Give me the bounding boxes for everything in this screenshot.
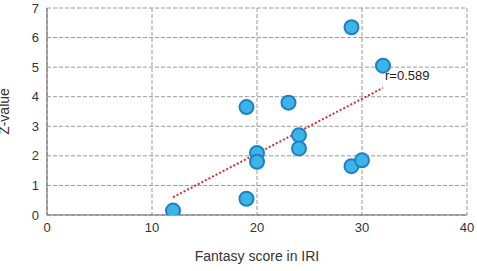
svg-text:Z-value: Z-value — [8, 88, 12, 135]
svg-text:1: 1 — [32, 178, 39, 193]
svg-text:7: 7 — [32, 1, 39, 16]
svg-text:Fantasy score in IRI: Fantasy score in IRI — [195, 248, 320, 264]
svg-text:3: 3 — [32, 119, 39, 134]
svg-text:6: 6 — [32, 30, 39, 45]
svg-text:30: 30 — [355, 220, 369, 235]
svg-text:10: 10 — [145, 220, 159, 235]
svg-text:40: 40 — [460, 220, 469, 235]
svg-text:0: 0 — [32, 208, 39, 223]
svg-text:r=0.589: r=0.589 — [385, 68, 429, 83]
svg-text:0: 0 — [43, 220, 50, 235]
svg-text:2: 2 — [32, 148, 39, 163]
svg-text:4: 4 — [32, 89, 39, 104]
svg-text:5: 5 — [32, 60, 39, 75]
svg-text:20: 20 — [250, 220, 264, 235]
